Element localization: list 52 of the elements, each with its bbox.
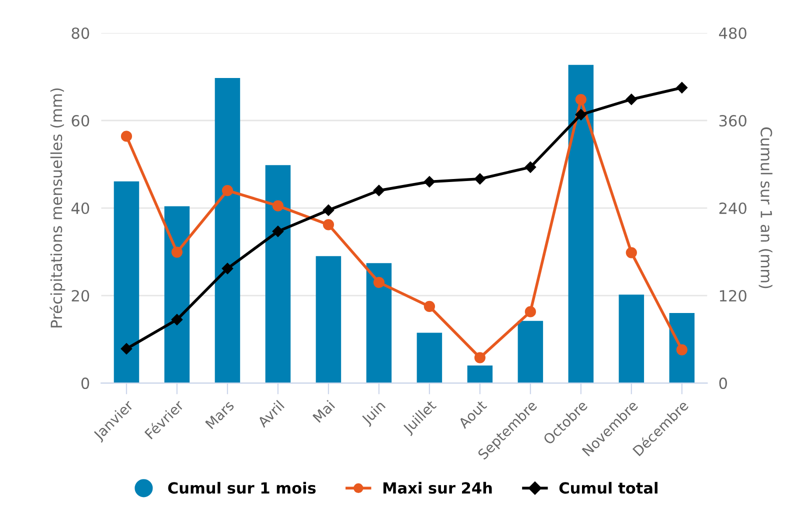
point bbox=[524, 162, 536, 173]
y-tick-label: 20 bbox=[72, 290, 90, 302]
point bbox=[524, 306, 536, 318]
point bbox=[474, 352, 486, 364]
point bbox=[676, 82, 688, 94]
point bbox=[272, 226, 284, 237]
bar bbox=[467, 366, 493, 384]
point bbox=[575, 109, 587, 120]
bar bbox=[265, 165, 291, 384]
point bbox=[322, 219, 334, 230]
y2-tick-label: 0 bbox=[719, 378, 727, 390]
y2-tick-label: 120 bbox=[720, 290, 746, 302]
point bbox=[120, 130, 132, 142]
x-tick-label: Mai bbox=[312, 400, 336, 423]
point bbox=[272, 200, 284, 212]
point bbox=[373, 276, 385, 288]
bar bbox=[518, 320, 544, 384]
y2-tick-label: 240 bbox=[719, 202, 746, 214]
point bbox=[373, 184, 385, 196]
point bbox=[171, 246, 183, 258]
bar bbox=[568, 64, 594, 384]
y2-tick-label: 360 bbox=[719, 114, 746, 127]
y-tick-label: 0 bbox=[81, 378, 90, 390]
point bbox=[171, 314, 183, 326]
point bbox=[474, 173, 486, 184]
point bbox=[575, 94, 586, 106]
bar bbox=[366, 263, 392, 384]
bar bbox=[416, 332, 442, 384]
bar bbox=[669, 313, 695, 384]
point bbox=[222, 262, 234, 274]
point bbox=[626, 247, 637, 258]
y-tick-label: 80 bbox=[72, 27, 90, 40]
y-tick-label: 40 bbox=[71, 202, 90, 214]
bar bbox=[316, 256, 342, 384]
bar bbox=[114, 181, 140, 384]
bar bbox=[164, 206, 190, 384]
point bbox=[676, 344, 688, 356]
point bbox=[626, 94, 638, 105]
bar bbox=[618, 294, 644, 384]
y-tick-label: 60 bbox=[72, 114, 90, 127]
y2-axis-title: Cumul sur 1 an (mm) bbox=[758, 127, 772, 288]
y2-tick-label: 480 bbox=[719, 27, 746, 40]
legend-label: Cumul sur 1 mois bbox=[168, 482, 316, 494]
point bbox=[222, 184, 234, 196]
bar bbox=[214, 78, 240, 384]
legend-label: Cumul total bbox=[559, 482, 658, 494]
point bbox=[322, 204, 334, 216]
point bbox=[120, 343, 132, 354]
point bbox=[424, 176, 436, 188]
legend-label: Maxi sur 24h bbox=[383, 482, 492, 494]
point bbox=[424, 300, 436, 312]
y-axis-title: Précipitations mensuelles (mm) bbox=[50, 88, 66, 328]
